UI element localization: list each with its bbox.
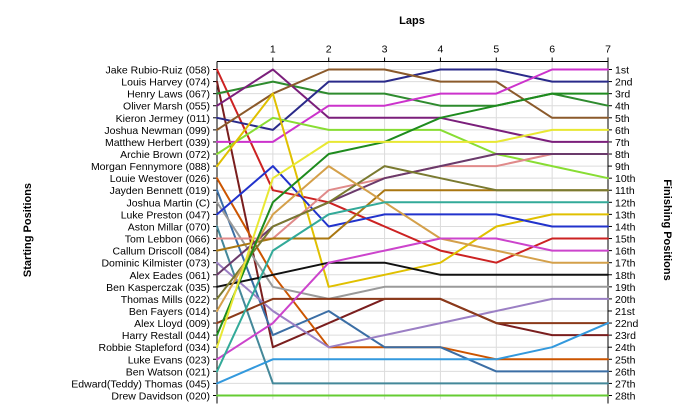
starting-driver-label: Jake Rubio-Ruiz (058) xyxy=(106,65,210,77)
finishing-position-label: 14th xyxy=(615,221,636,233)
left-axis-title: Starting Positions xyxy=(22,183,34,277)
starting-driver-label: Ben Watson (021) xyxy=(126,366,210,378)
starting-driver-label: Archie Brown (072) xyxy=(120,149,210,161)
starting-driver-label: Alex Eades (061) xyxy=(129,270,210,282)
lap-tick-label: 5 xyxy=(493,44,499,56)
driver-series-line xyxy=(216,165,609,228)
label-layer: 1st2nd3rd4th5th6th7th8th9th10th11th12th1… xyxy=(71,65,638,403)
finishing-position-label: 27th xyxy=(615,378,636,390)
starting-driver-label: Dominic Kilmister (073) xyxy=(101,258,210,270)
finishing-position-label: 11th xyxy=(615,185,635,197)
finishing-position-label: 3rd xyxy=(615,89,630,101)
starting-driver-label: Drew Davidson (020) xyxy=(111,391,210,403)
finishing-position-label: 7th xyxy=(615,137,630,149)
finishing-position-label: 24th xyxy=(615,342,636,354)
starting-driver-label: Alex Lloyd (009) xyxy=(134,318,210,330)
starting-driver-label: Ben Kasperczak (035) xyxy=(106,282,210,294)
series-layer xyxy=(216,68,609,397)
finishing-position-label: 2nd xyxy=(615,77,633,89)
driver-series-line xyxy=(216,297,609,325)
driver-series-line xyxy=(216,68,609,264)
driver-series-line xyxy=(216,225,609,385)
driver-series-line xyxy=(216,189,609,373)
starting-driver-label: Matthew Herbert (039) xyxy=(105,137,210,149)
finishing-position-label: 1st xyxy=(615,65,629,77)
starting-driver-label: Louis Harvey (074) xyxy=(121,77,210,89)
starting-driver-label: Luke Evans (023) xyxy=(128,354,210,366)
finishing-position-label: 12th xyxy=(615,197,636,209)
starting-driver-label: Ben Fayers (014) xyxy=(129,306,210,318)
finishing-position-label: 10th xyxy=(615,173,636,185)
starting-driver-label: Luke Preston (047) xyxy=(121,209,210,221)
driver-series-line xyxy=(216,201,609,373)
lap-tick-label: 7 xyxy=(605,44,611,56)
starting-driver-label: Oliver Marsh (055) xyxy=(123,101,210,113)
starting-driver-label: Morgan Fennymore (088) xyxy=(91,161,210,173)
finishing-position-label: 15th xyxy=(615,234,636,246)
driver-series-line xyxy=(216,322,609,385)
finishing-position-label: 19th xyxy=(615,282,636,294)
finishing-position-label: 8th xyxy=(615,149,630,161)
right-axis-title: Finishing Positions xyxy=(661,179,673,280)
lap-tick-label: 2 xyxy=(326,44,332,56)
starting-driver-label: Kieron Jermey (011) xyxy=(116,113,210,125)
starting-driver-label: Thomas Mills (022) xyxy=(121,294,210,306)
starting-driver-label: Robbie Stapleford (034) xyxy=(99,342,211,354)
driver-series-line xyxy=(216,68,609,143)
finishing-position-label: 9th xyxy=(615,161,630,173)
finishing-position-label: 16th xyxy=(615,246,636,258)
starting-driver-label: Harry Restall (044) xyxy=(122,330,210,342)
driver-series-line xyxy=(216,92,609,337)
finishing-position-label: 25th xyxy=(615,354,636,366)
finishing-position-label: 6th xyxy=(615,125,630,137)
starting-driver-label: Joshua Newman (099) xyxy=(104,125,210,137)
driver-series-line xyxy=(216,237,609,361)
lap-tick-label: 6 xyxy=(549,44,555,56)
starting-driver-label: Callum Driscoll (084) xyxy=(113,246,210,258)
driver-series-line xyxy=(216,68,609,131)
driver-series-line xyxy=(216,165,609,300)
starting-driver-label: Aston Millar (070) xyxy=(128,221,210,233)
starting-driver-label: Henry Laws (067) xyxy=(127,89,210,101)
finishing-position-label: 5th xyxy=(615,113,630,125)
finishing-position-label: 20th xyxy=(615,294,636,306)
starting-driver-label: Edward(Teddy) Thomas (045) xyxy=(71,378,210,390)
finishing-position-label: 17th xyxy=(615,258,636,270)
driver-series-line xyxy=(216,261,609,288)
starting-driver-label: Louie Westover (026) xyxy=(110,173,210,185)
lap-tick-label: 4 xyxy=(438,44,444,56)
starting-driver-label: Jayden Bennett (019) xyxy=(110,185,210,197)
finishing-position-label: 4th xyxy=(615,101,630,113)
driver-series-line xyxy=(216,201,609,300)
finishing-position-label: 23rd xyxy=(615,330,636,342)
finishing-position-label: 28th xyxy=(615,391,636,403)
starting-driver-label: Joshua Martin (C) xyxy=(127,197,210,209)
driver-series-line xyxy=(216,261,609,349)
chart-title: Laps xyxy=(399,15,425,27)
driver-series-line xyxy=(216,128,609,349)
finishing-position-label: 21st xyxy=(615,306,635,318)
driver-series-line xyxy=(216,165,609,312)
finishing-position-label: 18th xyxy=(615,270,636,282)
lap-tick-label: 1 xyxy=(270,44,276,56)
finishing-position-label: 13th xyxy=(615,209,636,221)
starting-driver-label: Tom Lebbon (066) xyxy=(125,234,210,246)
finishing-position-label: 26th xyxy=(615,366,636,378)
finishing-position-label: 22nd xyxy=(615,318,639,330)
driver-series-line xyxy=(216,68,609,143)
lap-tick-label: 3 xyxy=(382,44,388,56)
